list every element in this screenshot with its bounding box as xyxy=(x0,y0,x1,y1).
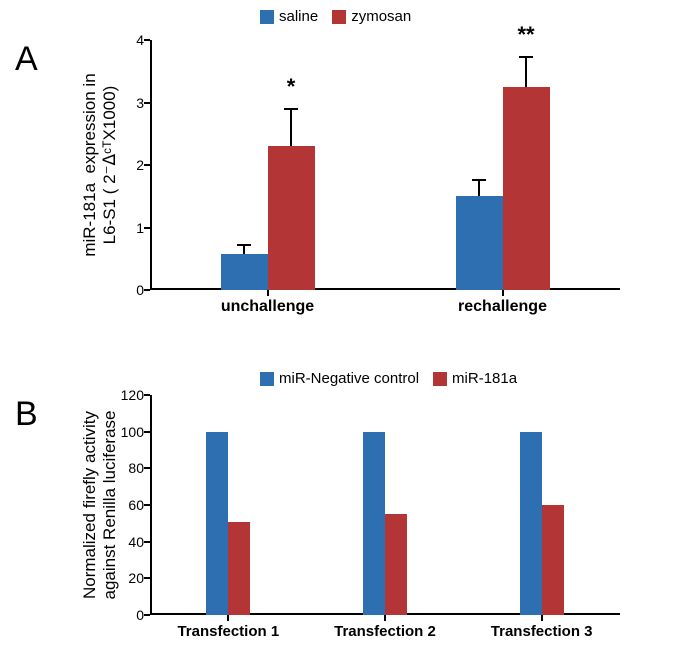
bar xyxy=(503,87,550,290)
significance-marker: ** xyxy=(506,22,546,48)
legend-swatch xyxy=(260,10,274,24)
y-tick-label: 3 xyxy=(120,95,144,111)
x-tick xyxy=(502,290,504,296)
y-tick-label: 0 xyxy=(120,282,144,298)
legend-item: miR-Negative control xyxy=(260,370,419,387)
y-tick xyxy=(144,164,150,166)
error-bar-cap xyxy=(519,56,533,58)
x-tick xyxy=(541,615,543,621)
x-tick xyxy=(384,615,386,621)
legend-item: saline xyxy=(260,8,318,25)
y-tick xyxy=(144,102,150,104)
x-tick xyxy=(227,615,229,621)
bar xyxy=(221,254,268,290)
y-tick-label: 1 xyxy=(120,220,144,236)
panel-a-y-title: miR-181a expression in L6-S1 ( 2⁻ᐃᶜᵀX100… xyxy=(80,35,120,295)
bar xyxy=(228,522,250,616)
y-tick xyxy=(144,289,150,291)
y-axis-line xyxy=(150,40,152,290)
y-tick xyxy=(144,39,150,41)
y-tick-label: 0 xyxy=(120,607,144,623)
category-label: Transfection 1 xyxy=(150,623,307,640)
y-tick xyxy=(144,614,150,616)
error-bar xyxy=(290,108,292,147)
category-label: rechallenge xyxy=(385,298,620,316)
panel-b-y-title: Normalized firefly activity against Reni… xyxy=(80,375,120,635)
legend-text: miR-181a xyxy=(452,370,517,387)
panel-a-plot: 01234unchallengerechallenge*** xyxy=(150,40,620,290)
bar xyxy=(520,432,542,615)
y-tick xyxy=(144,467,150,469)
legend-text: miR-Negative control xyxy=(279,370,419,387)
y-tick-label: 80 xyxy=(120,460,144,476)
legend-swatch xyxy=(260,372,274,386)
panel-a-label: A xyxy=(15,40,38,79)
panel-b-plot: 020406080100120Transfection 1Transfectio… xyxy=(150,395,620,615)
y-tick xyxy=(144,431,150,433)
bar xyxy=(268,146,315,290)
y-tick-label: 4 xyxy=(120,32,144,48)
legend-swatch xyxy=(433,372,447,386)
legend-text: saline xyxy=(279,8,318,25)
legend-item: zymosan xyxy=(332,8,411,25)
panel-a-legend: saline zymosan xyxy=(260,8,411,25)
category-label: unchallenge xyxy=(150,298,385,316)
error-bar xyxy=(478,179,480,197)
bar xyxy=(206,432,228,615)
y-tick xyxy=(144,577,150,579)
legend-text: zymosan xyxy=(351,8,411,25)
error-bar-cap xyxy=(284,108,298,110)
bar xyxy=(385,514,407,615)
y-tick xyxy=(144,504,150,506)
y-tick-label: 100 xyxy=(120,424,144,440)
y-tick xyxy=(144,394,150,396)
error-bar-cap xyxy=(237,244,251,246)
error-bar-cap xyxy=(472,179,486,181)
bar xyxy=(542,505,564,615)
bar xyxy=(363,432,385,615)
category-label: Transfection 3 xyxy=(463,623,620,640)
legend-swatch xyxy=(332,10,346,24)
panel-b-label: B xyxy=(15,395,38,434)
y-tick-label: 40 xyxy=(120,534,144,550)
error-bar xyxy=(525,56,527,87)
y-tick xyxy=(144,541,150,543)
significance-marker: * xyxy=(271,74,311,100)
legend-item: miR-181a xyxy=(433,370,517,387)
y-tick-label: 60 xyxy=(120,497,144,513)
x-tick xyxy=(267,290,269,296)
y-tick-label: 120 xyxy=(120,387,144,403)
bar xyxy=(456,196,503,290)
y-tick-label: 20 xyxy=(120,570,144,586)
figure: A B salinezymosan 01234unchallengerechal… xyxy=(0,0,675,668)
panel-b-legend: miR-Negative control miR-181a xyxy=(260,370,517,387)
y-tick xyxy=(144,227,150,229)
category-label: Transfection 2 xyxy=(307,623,464,640)
y-tick-label: 2 xyxy=(120,157,144,173)
y-axis-line xyxy=(150,395,152,615)
